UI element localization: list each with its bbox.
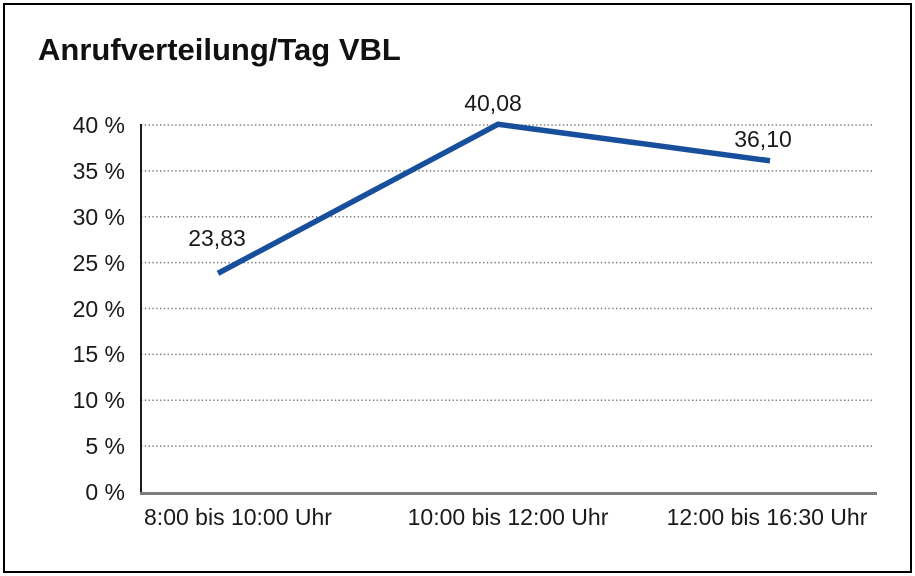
y-tick-label-35: 35 % — [72, 157, 125, 184]
data-value-label-2: 36,10 — [734, 126, 792, 152]
y-tick-label-5: 5 % — [85, 433, 125, 460]
y-tick-label-30: 30 % — [72, 203, 125, 230]
x-category-label-1: 10:00 bis 12:00 Uhr — [407, 504, 609, 530]
data-value-label-1: 40,08 — [464, 90, 522, 116]
y-tick-label-0: 0 % — [85, 479, 125, 505]
y-tick-label-40: 40 % — [72, 112, 125, 138]
y-tick-label-10: 10 % — [72, 387, 125, 414]
y-tick-label-15: 15 % — [72, 341, 125, 368]
x-category-label-2: 12:00 bis 16:30 Uhr — [666, 504, 868, 530]
series-line — [216, 121, 771, 276]
x-category-label-0: 8:00 bis 10:00 Uhr — [144, 504, 332, 530]
chart-title: Anrufverteilung/Tag VBL — [38, 32, 401, 67]
y-tick-label-25: 25 % — [72, 249, 125, 276]
data-value-label-0: 23,83 — [188, 225, 246, 251]
y-tick-label-20: 20 % — [72, 295, 125, 322]
